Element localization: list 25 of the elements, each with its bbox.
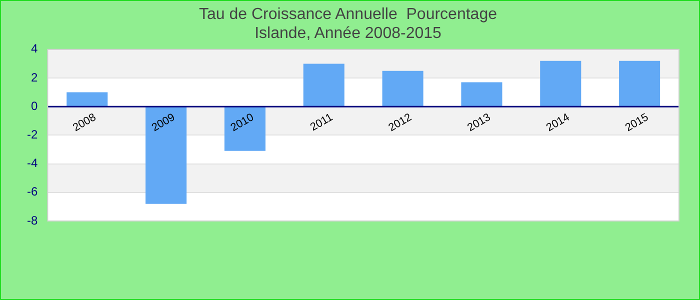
y-tick-label: -2 [27,128,38,142]
x-tick-label: 2014 [544,111,572,134]
x-tick-label: 2009 [150,111,178,134]
bar [303,64,344,106]
x-tick-label: 2011 [308,111,335,134]
y-tick-label: 2 [30,70,38,84]
bar [66,92,108,106]
y-tick-label: -8 [27,213,38,228]
x-tick-label: 2012 [386,111,414,134]
chart-subtitle: Islande, Année 2008-2015 [254,25,442,42]
y-tick-label: -6 [27,184,38,199]
x-tick-label: 2008 [70,111,98,134]
bar [146,107,187,204]
x-tick-label: 2015 [623,111,651,134]
y-tick-label: -4 [27,156,38,170]
bar [461,82,502,106]
chart-title: Tau de Croissance Annuelle Pourcentage [199,6,498,24]
bar [224,107,266,151]
bar [619,60,660,106]
bar [382,70,424,106]
x-tick-label: 2013 [466,111,493,134]
y-tick-label: 0 [30,98,38,113]
y-tick-label: 4 [30,42,38,56]
bar [540,60,582,106]
x-tick-label: 2010 [228,111,256,134]
